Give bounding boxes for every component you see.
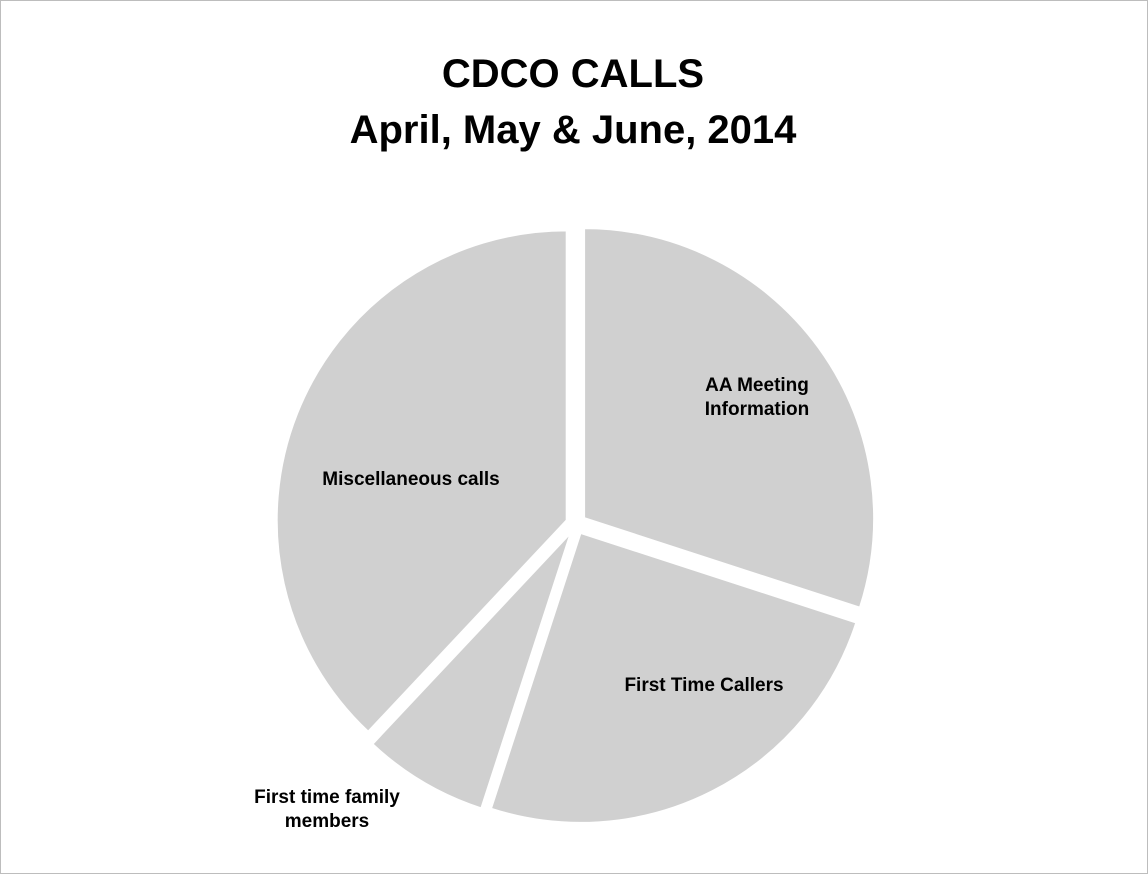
slice-label-0-line-1: Information (705, 399, 810, 420)
slice-label-0-line-0: AA Meeting (705, 375, 809, 396)
slice-label-1: First Time Callers (624, 675, 783, 696)
slice-label-2-line-0: First time family (254, 787, 400, 808)
slice-label-2-line-1: members (285, 811, 370, 832)
slice-label-3-line-0: Miscellaneous calls (322, 469, 499, 490)
slice-label-2: First time family members (254, 787, 400, 832)
slice-label-1-line-0: First Time Callers (624, 675, 783, 696)
slice-label-3: Miscellaneous calls (322, 469, 499, 490)
